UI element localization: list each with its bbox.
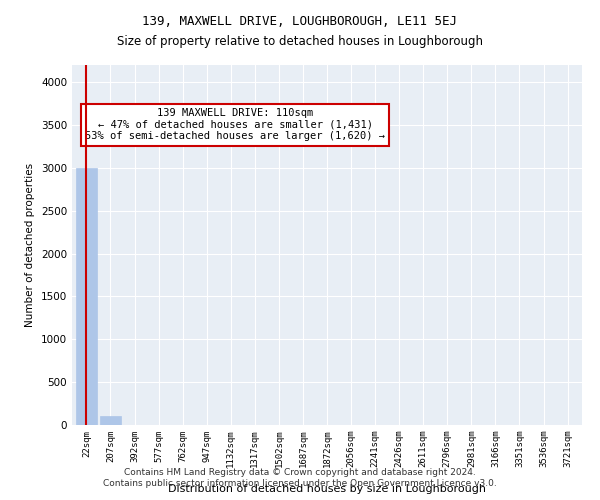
Text: Contains HM Land Registry data © Crown copyright and database right 2024.
Contai: Contains HM Land Registry data © Crown c… — [103, 468, 497, 487]
Text: 139, MAXWELL DRIVE, LOUGHBOROUGH, LE11 5EJ: 139, MAXWELL DRIVE, LOUGHBOROUGH, LE11 5… — [143, 15, 458, 28]
Bar — [76, 168, 97, 425]
Text: Size of property relative to detached houses in Loughborough: Size of property relative to detached ho… — [117, 35, 483, 48]
Text: 139 MAXWELL DRIVE: 110sqm
← 47% of detached houses are smaller (1,431)
53% of se: 139 MAXWELL DRIVE: 110sqm ← 47% of detac… — [85, 108, 385, 142]
Y-axis label: Number of detached properties: Number of detached properties — [25, 163, 35, 327]
Bar — [100, 416, 121, 425]
X-axis label: Distribution of detached houses by size in Loughborough: Distribution of detached houses by size … — [168, 484, 486, 494]
